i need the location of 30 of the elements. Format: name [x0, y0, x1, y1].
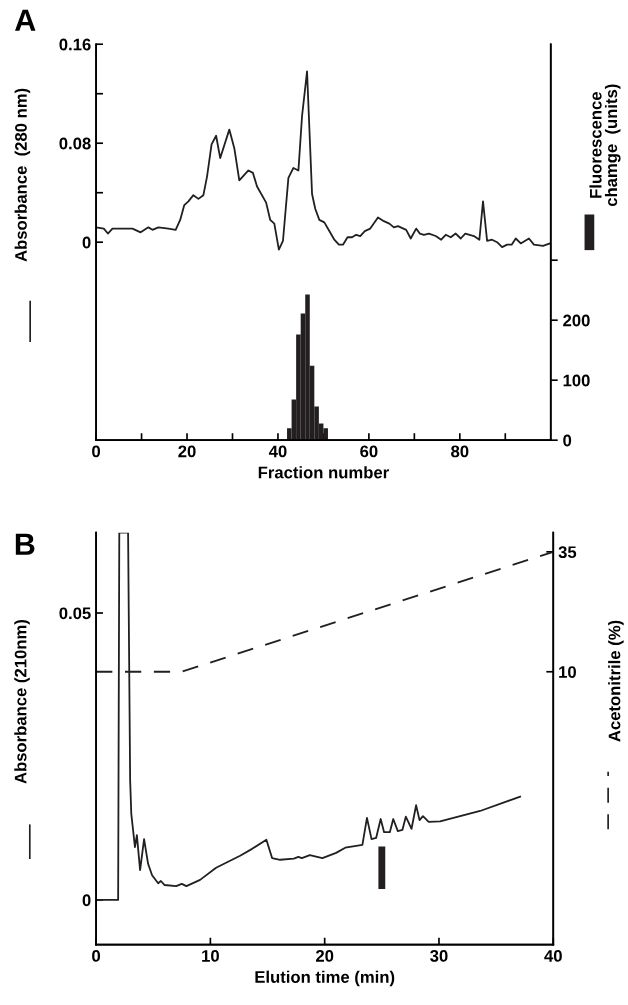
y2-tick-label: 35	[558, 546, 577, 559]
chart-title: B	[15, 533, 35, 555]
x-tick-label: 20	[315, 950, 334, 962]
y2-axis-title: Acetonitrile (%)	[608, 620, 624, 742]
y-axis-title: Absorbance (280 nm)	[14, 88, 31, 262]
y-tick-label: 0.08	[59, 137, 91, 150]
y2-tick-label: 200	[563, 314, 590, 327]
x-tick-label: 80	[451, 445, 469, 458]
x-tick-label: 10	[202, 950, 219, 962]
y-tick-label: 0.05	[59, 607, 91, 620]
y-tick-label: 0.16	[59, 38, 91, 51]
y-tick-label: 0	[82, 894, 91, 907]
y-axis-title: Absorbance (210nm)	[14, 619, 30, 784]
x-tick-label: 20	[178, 445, 196, 458]
x-axis-title: Fraction number	[258, 466, 389, 479]
y-tick-label: 0	[82, 236, 91, 249]
x-tick-label: 0	[92, 445, 101, 458]
x-tick-label: 40	[268, 445, 287, 458]
line-series	[96, 70, 551, 251]
y2-tick-label: 100	[563, 374, 590, 387]
y2-axis-title: Fluorescence chamge (units)	[589, 84, 621, 207]
y2-tick-label: 10	[559, 666, 576, 678]
x-tick-label: 40	[544, 950, 562, 962]
chart-title: A	[15, 9, 36, 31]
y2-tick-label: 0	[563, 434, 572, 447]
bar	[305, 294, 310, 441]
x-tick-label: 60	[360, 445, 378, 458]
x-tick-label: 0	[92, 950, 101, 962]
x-tick-label: 30	[430, 950, 448, 962]
x-axis-title: Elution time (min)	[255, 970, 395, 987]
